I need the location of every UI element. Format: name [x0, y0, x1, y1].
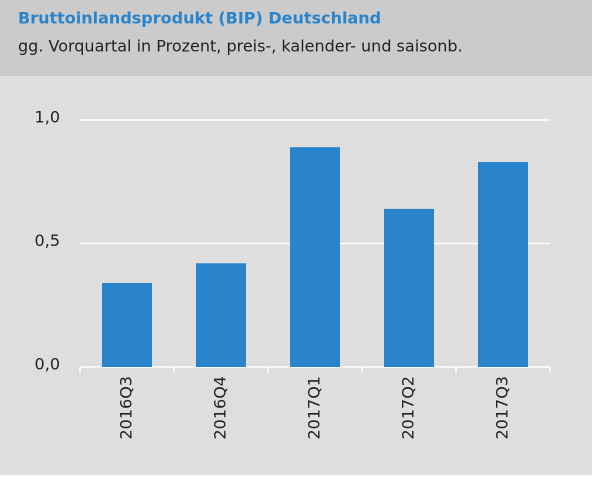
bar — [478, 161, 528, 367]
y-tick-label: 0,5 — [35, 231, 60, 250]
x-tick-label: 2016Q4 — [211, 376, 230, 440]
bar — [102, 283, 152, 367]
y-tick-label: 1,0 — [35, 108, 60, 127]
x-tick-label: 2017Q3 — [493, 376, 512, 440]
x-tick-label: 2016Q3 — [117, 376, 136, 440]
y-tick-label: 0,0 — [35, 355, 60, 374]
bar — [384, 208, 434, 367]
bar — [196, 263, 246, 367]
chart-title: Bruttoinlandsprodukt (BIP) Deutschland — [18, 9, 381, 28]
chart-subtitle: gg. Vorquartal in Prozent, preis-, kalen… — [18, 37, 463, 56]
x-tick-label: 2017Q2 — [399, 376, 418, 440]
bar — [290, 147, 340, 367]
header-background — [0, 0, 592, 76]
x-tick-label: 2017Q1 — [305, 376, 324, 440]
